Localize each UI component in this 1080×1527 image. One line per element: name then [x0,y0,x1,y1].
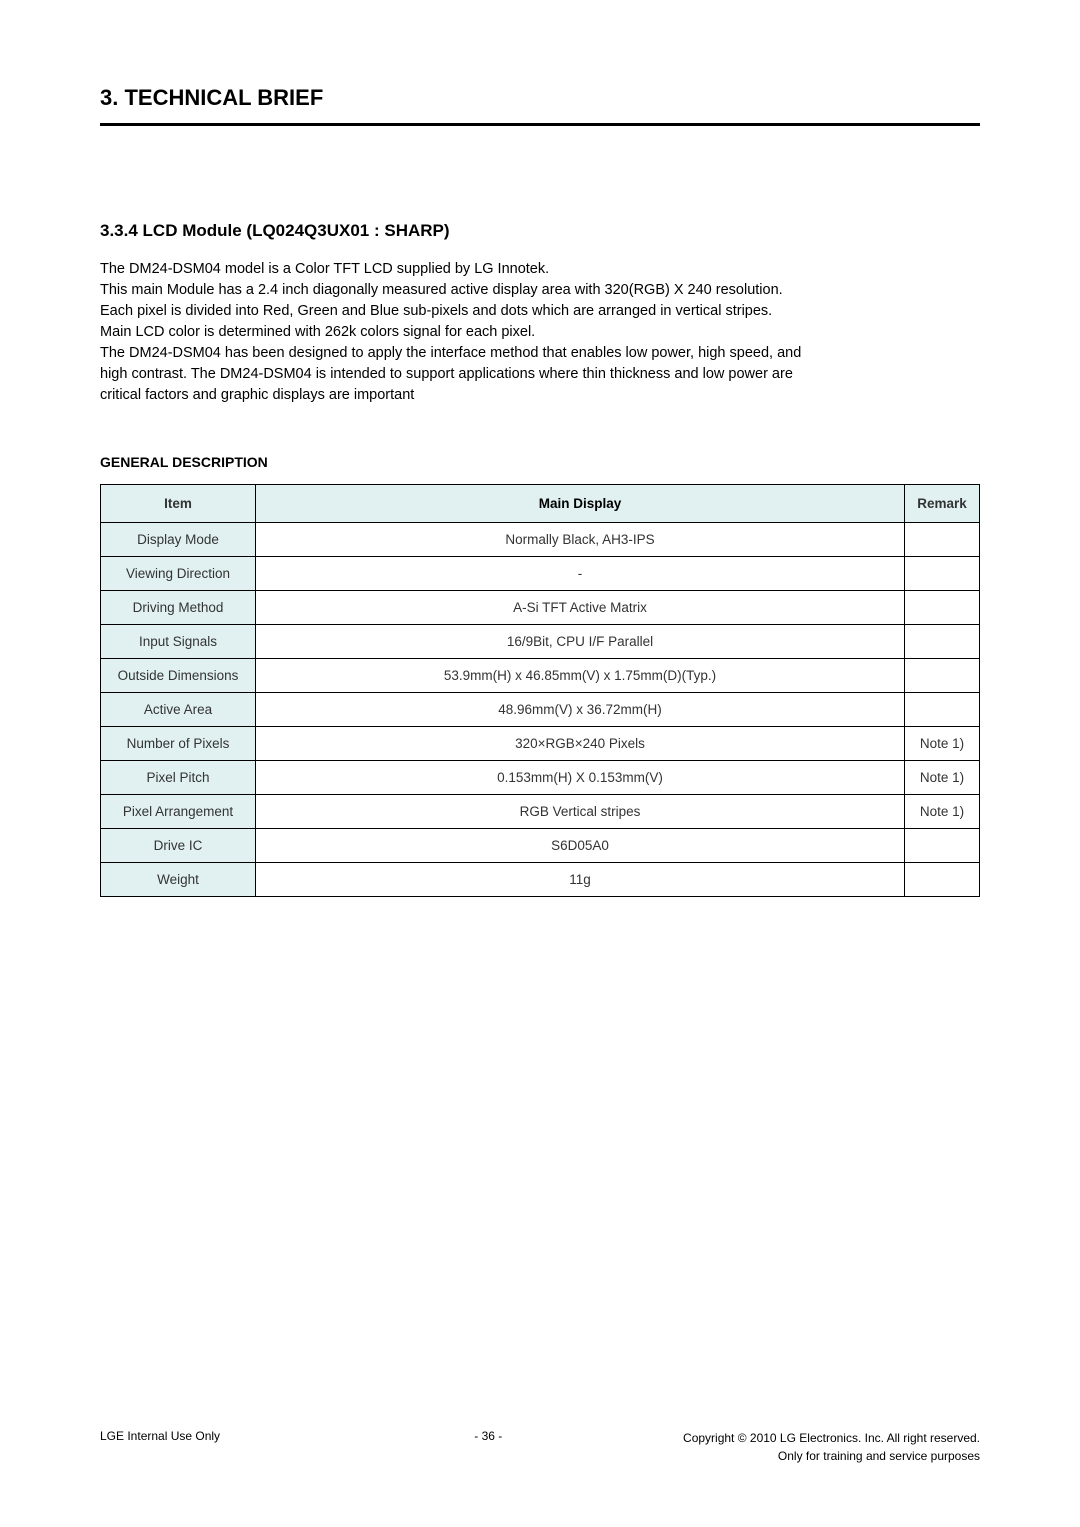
footer-page-number: - 36 - [359,1429,618,1443]
section-title: 3. TECHNICAL BRIEF [100,85,980,111]
cell-main: 0.153mm(H) X 0.153mm(V) [256,761,905,795]
subsection-title: 3.3.4 LCD Module (LQ024Q3UX01 : SHARP) [100,221,980,241]
page-footer: LGE Internal Use Only - 36 - Copyright ©… [100,1429,980,1465]
cell-main: Normally Black, AH3-IPS [256,523,905,557]
table-row: Pixel ArrangementRGB Vertical stripesNot… [101,795,980,829]
table-row: Weight11g [101,863,980,897]
footer-copyright: Copyright © 2010 LG Electronics. Inc. Al… [683,1431,980,1445]
cell-item: Number of Pixels [101,727,256,761]
col-header-main: Main Display [256,485,905,523]
cell-item: Weight [101,863,256,897]
cell-main: RGB Vertical stripes [256,795,905,829]
cell-remark: Note 1) [905,727,980,761]
cell-remark [905,693,980,727]
footer-purpose: Only for training and service purposes [778,1449,980,1463]
table-row: Driving MethodA-Si TFT Active Matrix [101,591,980,625]
cell-remark [905,659,980,693]
body-text: The DM24-DSM04 model is a Color TFT LCD … [100,259,980,406]
cell-item: Pixel Pitch [101,761,256,795]
table-row: Display ModeNormally Black, AH3-IPS [101,523,980,557]
cell-remark: Note 1) [905,761,980,795]
table-row: Pixel Pitch0.153mm(H) X 0.153mm(V)Note 1… [101,761,980,795]
cell-remark [905,523,980,557]
general-description-heading: GENERAL DESCRIPTION [100,454,980,470]
col-header-item: Item [101,485,256,523]
table-row: Drive ICS6D05A0 [101,829,980,863]
cell-remark [905,557,980,591]
cell-item: Outside Dimensions [101,659,256,693]
cell-item: Display Mode [101,523,256,557]
table-header-row: Item Main Display Remark [101,485,980,523]
cell-main: 11g [256,863,905,897]
spec-table: Item Main Display Remark Display ModeNor… [100,484,980,897]
cell-remark [905,591,980,625]
cell-item: Active Area [101,693,256,727]
cell-item: Viewing Direction [101,557,256,591]
cell-main: - [256,557,905,591]
cell-item: Pixel Arrangement [101,795,256,829]
title-underline [100,123,980,126]
cell-main: S6D05A0 [256,829,905,863]
cell-main: 53.9mm(H) x 46.85mm(V) x 1.75mm(D)(Typ.) [256,659,905,693]
footer-left: LGE Internal Use Only [100,1429,359,1443]
cell-main: A-Si TFT Active Matrix [256,591,905,625]
col-header-remark: Remark [905,485,980,523]
cell-main: 48.96mm(V) x 36.72mm(H) [256,693,905,727]
cell-main: 16/9Bit, CPU I/F Parallel [256,625,905,659]
cell-item: Drive IC [101,829,256,863]
cell-remark [905,863,980,897]
footer-right: Copyright © 2010 LG Electronics. Inc. Al… [618,1429,980,1465]
table-row: Number of Pixels320×RGB×240 PixelsNote 1… [101,727,980,761]
cell-remark [905,829,980,863]
cell-item: Driving Method [101,591,256,625]
cell-remark [905,625,980,659]
table-row: Viewing Direction- [101,557,980,591]
table-row: Outside Dimensions53.9mm(H) x 46.85mm(V)… [101,659,980,693]
cell-remark: Note 1) [905,795,980,829]
cell-item: Input Signals [101,625,256,659]
cell-main: 320×RGB×240 Pixels [256,727,905,761]
table-row: Active Area48.96mm(V) x 36.72mm(H) [101,693,980,727]
table-row: Input Signals16/9Bit, CPU I/F Parallel [101,625,980,659]
